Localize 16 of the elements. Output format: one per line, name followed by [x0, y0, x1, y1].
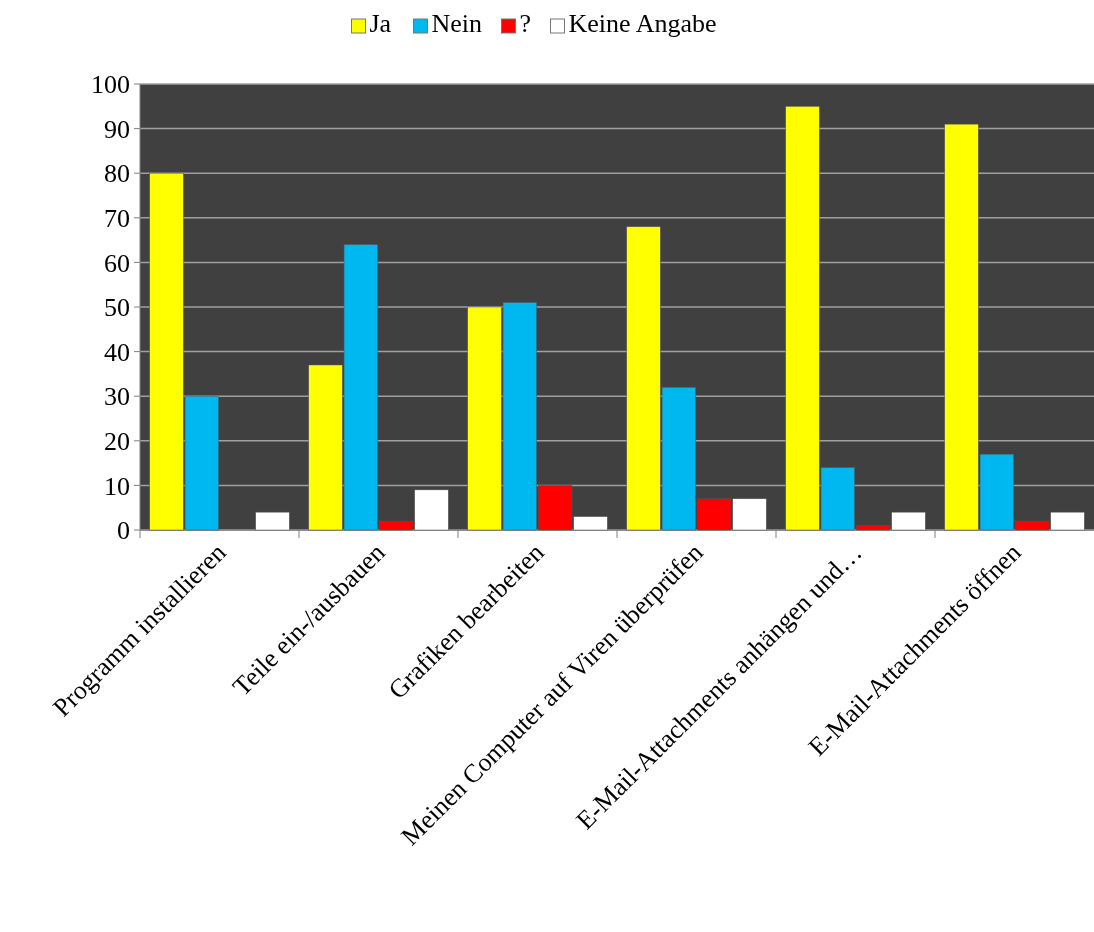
y-tick-label: 50	[104, 293, 130, 323]
y-tick-label: 40	[104, 337, 130, 367]
y-tick-label: 100	[91, 70, 130, 100]
legend-label: Nein	[431, 9, 483, 38]
legend-label: ?	[519, 9, 532, 38]
y-tick-label: 60	[104, 248, 130, 278]
y-tick-label: 10	[104, 471, 130, 501]
y-tick-label: 70	[104, 203, 130, 233]
y-tick-label: 30	[104, 382, 130, 412]
y-tick-label: 80	[104, 159, 130, 189]
y-tick-label: 0	[117, 516, 130, 546]
legend-label: Ja	[369, 9, 392, 38]
y-tick-label: 90	[104, 114, 130, 144]
legend-label: Keine Angabe	[568, 9, 717, 38]
y-tick-label: 20	[104, 426, 130, 456]
bar	[255, 511, 290, 531]
